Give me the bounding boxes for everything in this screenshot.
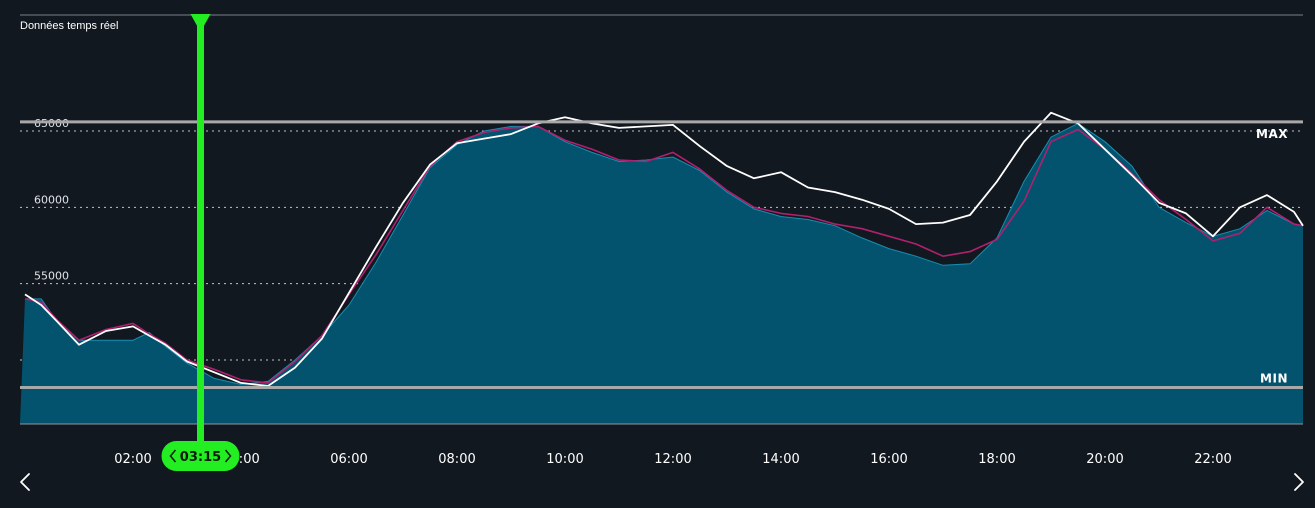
x-tick-label-02:00: 02:00: [114, 452, 151, 467]
forecast-line: [24, 111, 1304, 387]
area-fill: [20, 123, 1303, 425]
x-tick-label-20:00: 20:00: [1086, 452, 1123, 467]
reference-line: [24, 125, 1304, 384]
x-tick-label-14:00: 14:00: [762, 452, 799, 467]
prev-button[interactable]: [12, 470, 38, 496]
x-tick-labels: 02:00 04:00 06:00 08:00 10:00 12:00 14:00 16:00…: [114, 452, 1231, 467]
limit-lines: MAX MIN: [20, 120, 1303, 389]
max-limit-label: MAX: [1256, 127, 1288, 141]
x-tick-label-22:00: 22:00: [1194, 452, 1231, 467]
chevron-right-icon: [1294, 473, 1304, 491]
x-tick-label-18:00: 18:00: [978, 452, 1015, 467]
cursor-pill: [161, 441, 240, 471]
line-series: [24, 111, 1304, 387]
chart-title: Données temps réel: [20, 20, 118, 32]
y-tick-label-60000: 60000: [34, 193, 69, 206]
chevron-left-icon: [20, 473, 30, 491]
area-outline: [25, 122, 1304, 385]
x-tick-label-12:00: 12:00: [654, 452, 691, 467]
cursor-handle-icon: [190, 14, 211, 32]
cursor-time-label: 03:15: [180, 450, 221, 465]
x-tick-label-10:00: 10:00: [546, 452, 583, 467]
cursor-right-arrow-icon: [224, 449, 232, 463]
area-series: [20, 122, 1304, 425]
min-limit-label: MIN: [1260, 371, 1288, 385]
time-cursor[interactable]: 03:15: [161, 14, 240, 471]
next-button[interactable]: [1285, 470, 1311, 496]
x-tick-label-16:00: 16:00: [870, 452, 907, 467]
cursor-left-arrow-icon: [169, 449, 177, 463]
x-tick-label-06:00: 06:00: [330, 452, 367, 467]
y-tick-label-65000: 65000: [34, 117, 69, 130]
y-tick-label-55000: 55000: [34, 270, 69, 283]
x-tick-label-08:00: 08:00: [438, 452, 475, 467]
